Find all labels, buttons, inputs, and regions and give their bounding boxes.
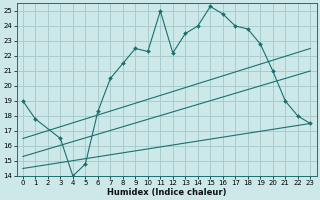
X-axis label: Humidex (Indice chaleur): Humidex (Indice chaleur) [107, 188, 226, 197]
